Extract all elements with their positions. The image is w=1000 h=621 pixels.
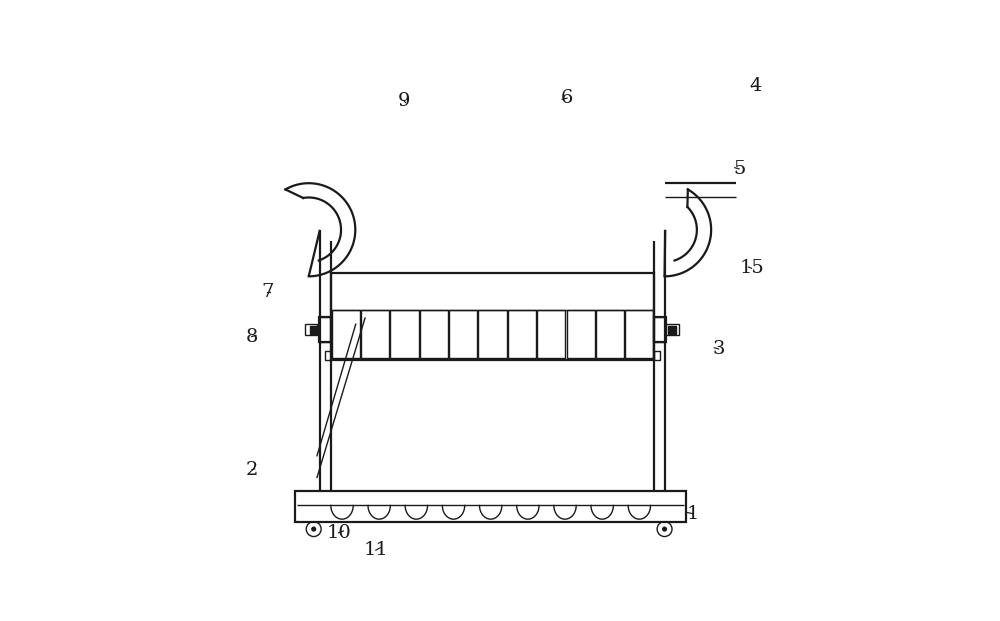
Bar — [305, 324, 317, 335]
Bar — [478, 310, 507, 358]
Bar — [325, 351, 331, 360]
Circle shape — [663, 527, 666, 531]
Bar — [654, 317, 666, 342]
Bar — [295, 491, 686, 522]
Text: 4: 4 — [750, 77, 762, 94]
Text: 1: 1 — [686, 505, 699, 522]
Bar — [508, 310, 536, 358]
Bar — [666, 324, 679, 335]
Bar — [449, 310, 477, 358]
Text: 5: 5 — [733, 160, 745, 178]
Text: 6: 6 — [561, 89, 573, 107]
Bar — [331, 273, 654, 360]
Bar — [625, 310, 653, 358]
Bar — [390, 310, 419, 358]
Text: 2: 2 — [245, 461, 258, 479]
Text: 10: 10 — [326, 524, 351, 542]
Bar — [310, 325, 318, 333]
Bar — [596, 310, 624, 358]
Circle shape — [312, 527, 316, 531]
Bar — [567, 310, 595, 358]
Bar — [654, 351, 660, 360]
Text: 3: 3 — [712, 340, 725, 358]
Bar — [537, 310, 565, 358]
Text: 11: 11 — [363, 542, 388, 559]
Bar — [361, 310, 389, 358]
Bar — [668, 325, 676, 333]
Bar — [319, 317, 331, 342]
Text: 8: 8 — [245, 328, 258, 345]
Bar — [332, 310, 360, 358]
Text: 7: 7 — [261, 283, 273, 301]
Text: 9: 9 — [397, 92, 410, 109]
Bar — [420, 310, 448, 358]
Text: 15: 15 — [739, 260, 764, 277]
